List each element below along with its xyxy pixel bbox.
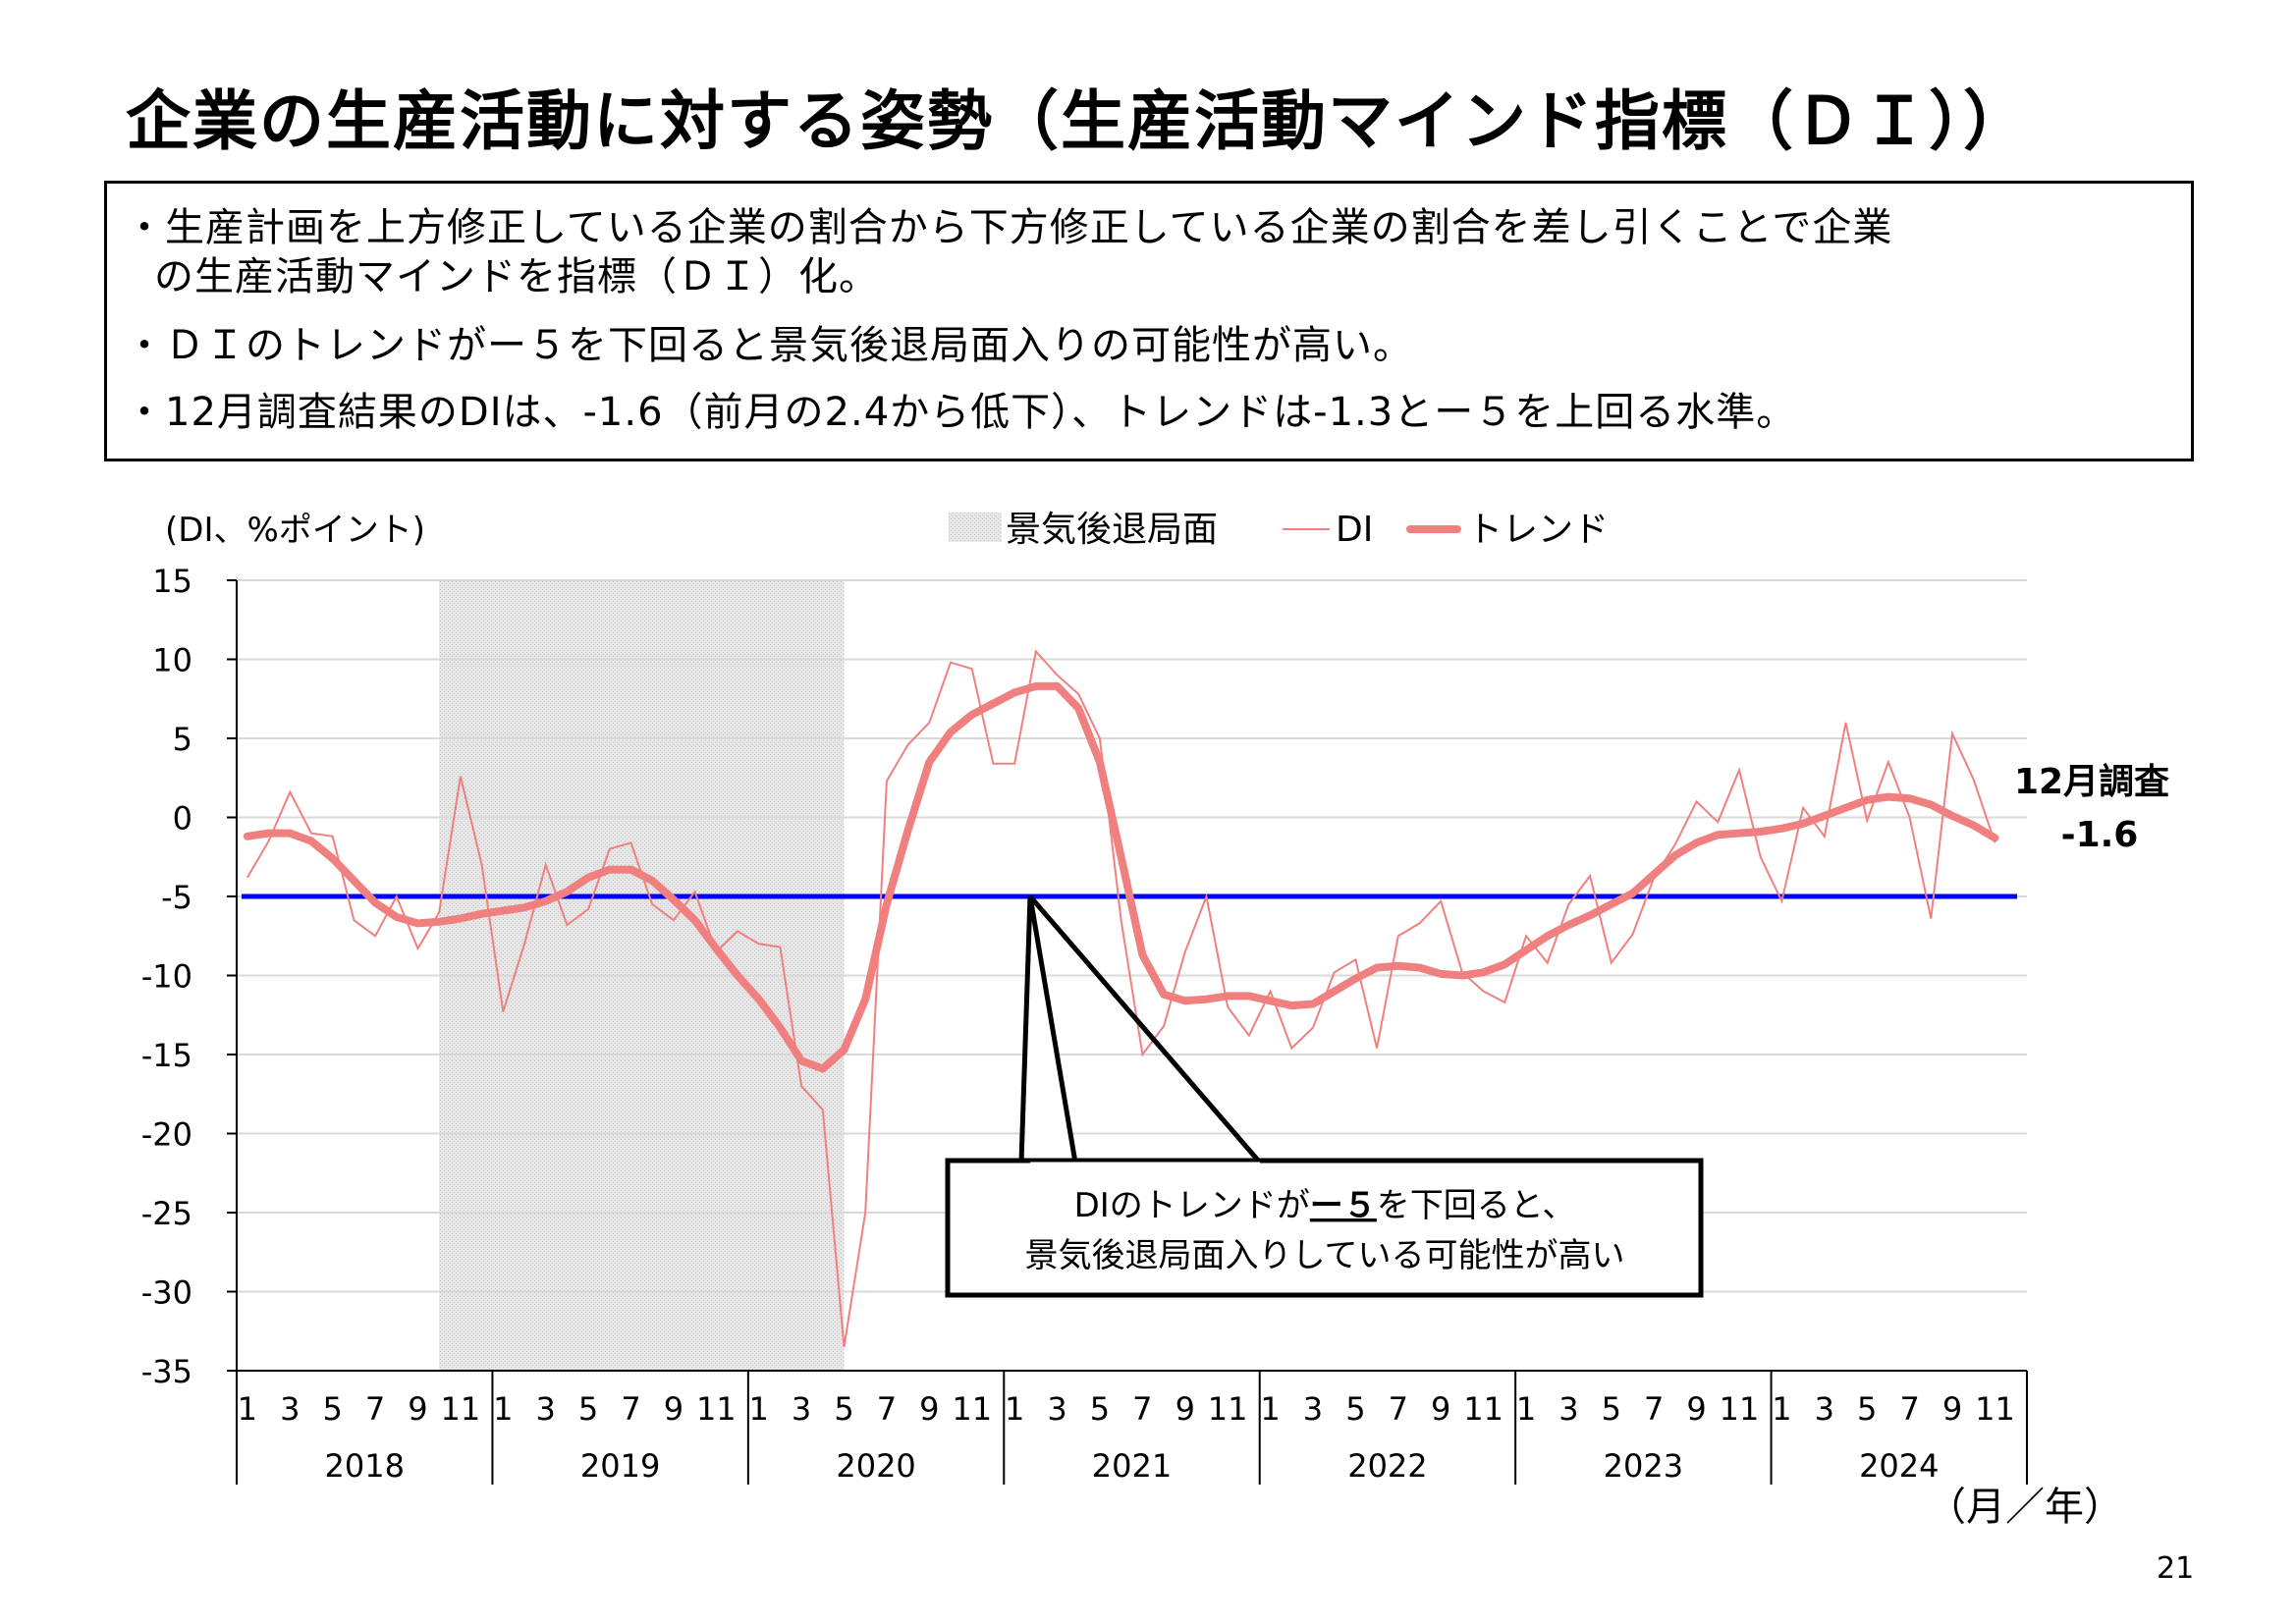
y-tick-label: 5 — [173, 721, 192, 758]
y-tick-label: -10 — [141, 958, 192, 996]
di-series-line — [246, 649, 1996, 1347]
legend-trend-label: トレンド — [1467, 510, 1609, 550]
legend-recession-label: 景気後退局面 — [1006, 510, 1218, 550]
x-month-label: 11 — [696, 1390, 737, 1428]
callout-text-line-2: 景気後退局面入りしている可能性が高い — [1025, 1236, 1625, 1275]
x-month-label: 1 — [1772, 1390, 1791, 1428]
x-month-label: 5 — [322, 1390, 342, 1428]
x-month-label: 1 — [749, 1390, 769, 1428]
x-month-label: 3 — [1558, 1390, 1578, 1428]
x-month-label: 3 — [1047, 1390, 1066, 1428]
callout-pointer-right — [1028, 894, 1262, 1164]
y-tick-label: 0 — [173, 800, 192, 838]
x-year-label: 2022 — [1347, 1447, 1427, 1485]
x-month-label: 3 — [536, 1390, 556, 1428]
y-tick-label: 15 — [152, 563, 192, 600]
x-year-label: 2020 — [836, 1447, 915, 1485]
x-month-label: 5 — [1345, 1390, 1365, 1428]
y-tick-label: -30 — [141, 1274, 192, 1312]
latest-value-label-number: -1.6 — [2061, 815, 2139, 855]
x-month-label: 5 — [1090, 1390, 1110, 1428]
x-year-label: 2023 — [1604, 1447, 1683, 1485]
x-month-label: 9 — [1431, 1390, 1450, 1428]
y-tick-label: -15 — [141, 1037, 192, 1074]
x-month-label: 11 — [952, 1390, 992, 1428]
y-tick-label: 10 — [152, 642, 192, 679]
x-month-label: 1 — [1516, 1390, 1536, 1428]
x-month-label: 3 — [1303, 1390, 1323, 1428]
x-year-label: 2021 — [1092, 1447, 1172, 1485]
x-month-label: 7 — [1644, 1390, 1664, 1428]
page-title: 企業の生産活動に対する姿勢（生産活動マインド指標（ＤＩ）） — [126, 83, 2030, 159]
note-line-3: ・12月調査結果のDIは、-1.6（前月の2.4から低下）、トレンドは-1.3と… — [125, 390, 1797, 435]
x-month-label: 1 — [493, 1390, 513, 1428]
x-month-label: 11 — [1975, 1390, 2015, 1428]
y-unit-label: (DI、%ポイント) — [165, 511, 425, 550]
y-tick-label: -25 — [141, 1195, 192, 1232]
x-month-label: 11 — [441, 1390, 481, 1428]
x-month-label: 9 — [1686, 1390, 1706, 1428]
x-month-label: 7 — [365, 1390, 385, 1428]
x-month-label: 11 — [1720, 1390, 1760, 1428]
x-month-label: 11 — [1208, 1390, 1248, 1428]
x-year-label: 2024 — [1859, 1447, 1939, 1485]
x-month-label: 5 — [578, 1390, 598, 1428]
x-month-label: 9 — [664, 1390, 683, 1428]
x-month-label: 9 — [1942, 1390, 1962, 1428]
x-month-label: 5 — [1857, 1390, 1877, 1428]
latest-value-label-title: 12月調査 — [2014, 762, 2169, 802]
x-month-label: 3 — [792, 1390, 811, 1428]
x-month-label: 7 — [1899, 1390, 1919, 1428]
trend-series-line — [243, 681, 1999, 1073]
x-month-label: 1 — [1005, 1390, 1024, 1428]
x-month-label: 9 — [1175, 1390, 1195, 1428]
legend-recession-swatch — [949, 513, 1002, 542]
x-month-label: 3 — [1815, 1390, 1834, 1428]
x-month-label: 5 — [1602, 1390, 1621, 1428]
legend-di-label: DI — [1336, 510, 1373, 550]
x-month-label: 5 — [834, 1390, 853, 1428]
callout-box — [945, 1158, 1704, 1298]
x-month-label: 11 — [1463, 1390, 1503, 1428]
callout-text-line-1: DIのトレンドがー５を下回ると、 — [1074, 1186, 1576, 1225]
x-month-label: 7 — [1132, 1390, 1152, 1428]
summary-notes-box: ・生産計画を上方修正している企業の割合から下方修正している企業の割合を差し引くこ… — [104, 181, 2194, 461]
note-line-1b: の生産活動マインドを指標（ＤＩ）化。 — [154, 254, 879, 299]
x-unit-label: （月／年） — [1927, 1485, 2123, 1530]
y-tick-label: -20 — [141, 1116, 192, 1154]
x-month-label: 7 — [1389, 1390, 1408, 1428]
page-number: 21 — [2157, 1551, 2195, 1586]
x-month-label: 7 — [877, 1390, 897, 1428]
note-line-1a: ・生産計画を上方修正している企業の割合から下方修正している企業の割合を差し引くこ… — [125, 205, 1893, 250]
x-month-label: 9 — [919, 1390, 939, 1428]
x-month-label: 3 — [280, 1390, 300, 1428]
y-tick-label: -5 — [161, 879, 192, 916]
x-month-label: 1 — [238, 1390, 257, 1428]
x-year-label: 2019 — [580, 1447, 660, 1485]
x-month-label: 9 — [408, 1390, 427, 1428]
note-line-2: ・ＤＩのトレンドがー５を下回ると景気後退局面入りの可能性が高い。 — [125, 323, 1413, 368]
x-month-label: 7 — [621, 1390, 640, 1428]
y-tick-label: -35 — [141, 1353, 192, 1390]
x-year-label: 2018 — [324, 1447, 404, 1485]
x-month-label: 1 — [1260, 1390, 1280, 1428]
